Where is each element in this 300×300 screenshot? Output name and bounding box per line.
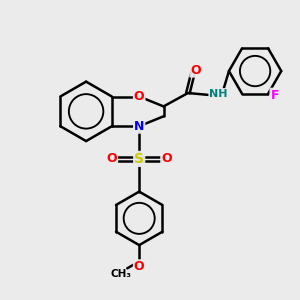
Text: CH₃: CH₃ [111,269,132,279]
Text: S: S [134,152,144,166]
Text: O: O [190,64,201,76]
Text: O: O [134,90,145,103]
Text: NH: NH [209,89,228,99]
Text: O: O [106,152,117,165]
Text: O: O [134,260,145,273]
Text: O: O [161,152,172,165]
Text: F: F [271,89,279,102]
Text: N: N [134,120,144,133]
